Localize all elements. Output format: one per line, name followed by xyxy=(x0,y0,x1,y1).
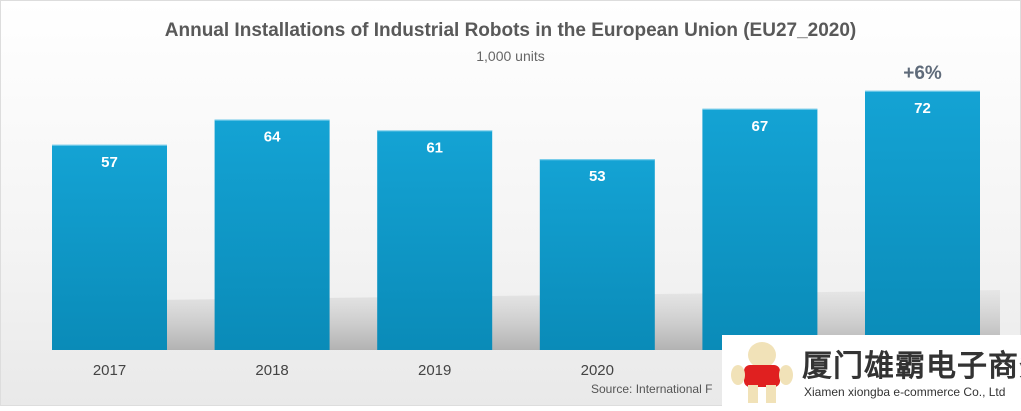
x-tick-label: 2017 xyxy=(93,362,126,379)
x-tick-label: 2020 xyxy=(581,362,614,379)
bar xyxy=(702,108,818,350)
chart-title: Annual Installations of Industrial Robot… xyxy=(164,20,857,41)
chart-subtitle: 1,000 units xyxy=(476,48,545,64)
source-note: Source: International F xyxy=(591,382,713,396)
data-label: 61 xyxy=(426,139,443,156)
bar xyxy=(214,119,330,350)
x-tick-label: 2018 xyxy=(255,362,288,379)
growth-annotation: +6% xyxy=(903,63,942,84)
watermark-en: Xiamen xiongba e-commerce Co., Ltd xyxy=(804,385,1006,399)
watermark-cn: 厦门雄霸电子商务 xyxy=(802,350,1021,383)
bar xyxy=(865,90,980,351)
x-tick-label: 2019 xyxy=(418,362,451,379)
data-label: 72 xyxy=(914,100,931,117)
data-label: 67 xyxy=(752,118,769,135)
watermark-logo: 厦门雄霸电子商务 Xiamen xiongba e-commerce Co., … xyxy=(722,335,1021,406)
bar xyxy=(377,130,493,350)
data-label: 57 xyxy=(101,154,118,171)
bar xyxy=(52,144,167,350)
bear-mascot-icon xyxy=(731,342,793,403)
data-label: 64 xyxy=(264,129,281,146)
bar xyxy=(539,159,655,350)
data-label: 53 xyxy=(589,168,606,185)
